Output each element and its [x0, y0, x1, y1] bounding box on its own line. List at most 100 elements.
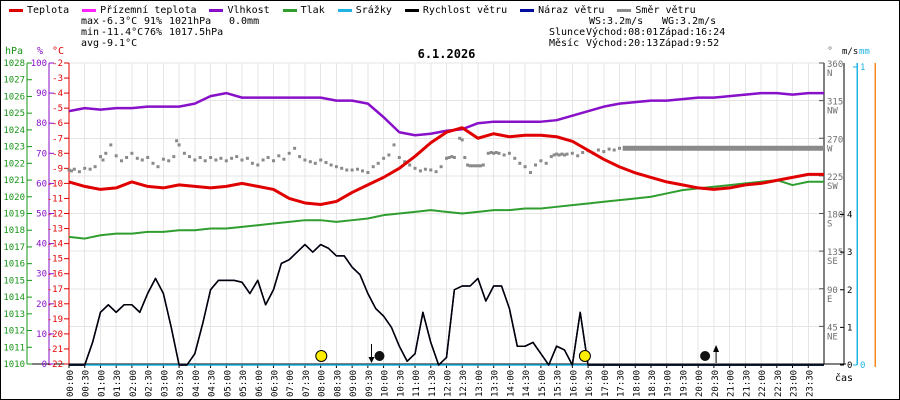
series-temperature: [68, 126, 824, 206]
svg-text:00:30: 00:30: [82, 370, 92, 397]
stat-avg-temperature: -9.1°C: [101, 38, 138, 49]
svg-text:15:30: 15:30: [554, 370, 564, 397]
stat-wind-speed-max: WS:3.2m/s: [589, 16, 644, 27]
svg-text:4: 4: [847, 211, 852, 221]
svg-text:18:30: 18:30: [648, 370, 658, 397]
svg-text:22:00: 22:00: [758, 370, 768, 397]
legend-item-smer-vetru: Směr větru: [617, 5, 696, 16]
svg-text:20:30: 20:30: [711, 370, 721, 397]
legend-item-prizemni-teplota: Přízemní teplota: [82, 5, 196, 16]
svg-text:06:00: 06:00: [255, 370, 265, 397]
svg-text:45: 45: [827, 323, 838, 333]
svg-text:-7: -7: [52, 134, 63, 144]
svg-text:-17: -17: [47, 285, 63, 295]
stat-min-label: min: [81, 27, 100, 38]
svg-text:1019: 1019: [3, 210, 25, 220]
svg-text:10: 10: [36, 330, 47, 340]
svg-text:-8: -8: [52, 149, 63, 159]
svg-text:-20: -20: [47, 330, 63, 340]
stat-max-temperature: -6.3°C: [101, 16, 138, 27]
legend-item-naraz-vetru: Náraz větru: [520, 5, 604, 16]
svg-text:mm: mm: [859, 47, 870, 57]
svg-text:-14: -14: [47, 240, 63, 250]
svg-text:05:00: 05:00: [223, 370, 233, 397]
svg-text:19:00: 19:00: [664, 370, 674, 397]
svg-text:-3: -3: [52, 74, 63, 84]
legend-swatch-prizemni-teplota: [82, 8, 97, 12]
svg-text:-11: -11: [47, 194, 63, 204]
svg-text:08:30: 08:30: [333, 370, 343, 397]
svg-text:15:00: 15:00: [538, 370, 548, 397]
svg-text:50: 50: [36, 210, 47, 220]
legend-swatch-vlhkost: [209, 8, 224, 12]
svg-text:270: 270: [827, 135, 843, 145]
svg-text:E: E: [827, 295, 832, 305]
svg-text:04:00: 04:00: [192, 370, 202, 397]
svg-text:07:30: 07:30: [302, 370, 312, 397]
svg-text:NW: NW: [827, 107, 838, 117]
svg-text:04:30: 04:30: [208, 370, 218, 397]
svg-text:22:30: 22:30: [774, 370, 784, 397]
svg-text:18:00: 18:00: [632, 370, 642, 397]
series-wind-speed: [69, 243, 824, 366]
svg-text:1015: 1015: [3, 276, 25, 286]
legend-swatch-teplota: [9, 8, 23, 12]
svg-text:1027: 1027: [3, 76, 25, 86]
svg-text:11:30: 11:30: [428, 370, 438, 397]
legend-label-prizemni-teplota: Přízemní teplota: [100, 4, 197, 16]
sunset-time: Západ:16:24: [659, 27, 726, 38]
svg-text:-18: -18: [47, 300, 63, 310]
svg-text:80: 80: [36, 119, 47, 129]
svg-text:60: 60: [36, 179, 47, 189]
stat-wind-gust-max: WG:3.2m/s: [662, 16, 717, 27]
svg-text:10:30: 10:30: [396, 370, 406, 397]
legend-item-tlak: Tlak: [282, 5, 325, 16]
svg-text:1: 1: [847, 323, 852, 333]
svg-text:17:00: 17:00: [601, 370, 611, 397]
legend-item-vlhkost: Vlhkost: [209, 5, 270, 16]
svg-text:-5: -5: [52, 104, 63, 114]
svg-text:06:30: 06:30: [270, 370, 280, 397]
svg-text:135: 135: [827, 248, 843, 258]
stat-max-precip: 0.0mm: [229, 16, 260, 27]
legend-label-teplota: Teplota: [27, 4, 70, 16]
svg-text:1012: 1012: [3, 327, 25, 337]
moonset-arrow-icon: [368, 357, 375, 363]
svg-text:360: 360: [827, 60, 843, 70]
svg-text:70: 70: [36, 149, 47, 159]
svg-text:-12: -12: [47, 210, 63, 220]
svg-text:23:00: 23:00: [790, 370, 800, 397]
svg-text:N: N: [827, 69, 832, 79]
svg-text:180: 180: [827, 211, 843, 221]
svg-text:225: 225: [827, 173, 843, 183]
svg-text:315: 315: [827, 98, 843, 108]
svg-text:1016: 1016: [3, 260, 25, 270]
svg-text:05:30: 05:30: [239, 370, 249, 397]
svg-text:1025: 1025: [3, 109, 25, 119]
svg-text:13:00: 13:00: [475, 370, 485, 397]
sun-label: Slunce: [549, 27, 586, 38]
svg-text:-10: -10: [47, 179, 63, 189]
sunrise-time: Východ:08:01: [586, 27, 659, 38]
stat-avg-label: avg: [81, 38, 100, 49]
svg-text:09:30: 09:30: [365, 370, 375, 397]
stat-max-humidity: 91%: [144, 16, 163, 27]
moonrise-time: Východ:20:13: [586, 38, 659, 49]
svg-text:20: 20: [36, 300, 47, 310]
chart-title: 6.1.2026: [417, 47, 476, 61]
svg-text:2: 2: [847, 286, 852, 296]
series-wind-direction-points: [67, 136, 621, 174]
legend-item-teplota: Teplota: [9, 5, 69, 16]
axis-ticks-labels: 1010101110121013101410151016101710181019…: [3, 46, 870, 397]
svg-text:09:00: 09:00: [349, 370, 359, 397]
svg-text:0: 0: [847, 361, 852, 371]
svg-text:1023: 1023: [3, 143, 25, 153]
svg-text:20:00: 20:00: [695, 370, 705, 397]
svg-text:01:30: 01:30: [113, 370, 123, 397]
svg-text:100: 100: [31, 59, 47, 69]
svg-text:19:30: 19:30: [679, 370, 689, 397]
moon-label: Měsíc: [549, 38, 580, 49]
svg-text:-6: -6: [52, 119, 63, 129]
svg-text:21:30: 21:30: [742, 370, 752, 397]
svg-text:1010: 1010: [3, 360, 25, 370]
